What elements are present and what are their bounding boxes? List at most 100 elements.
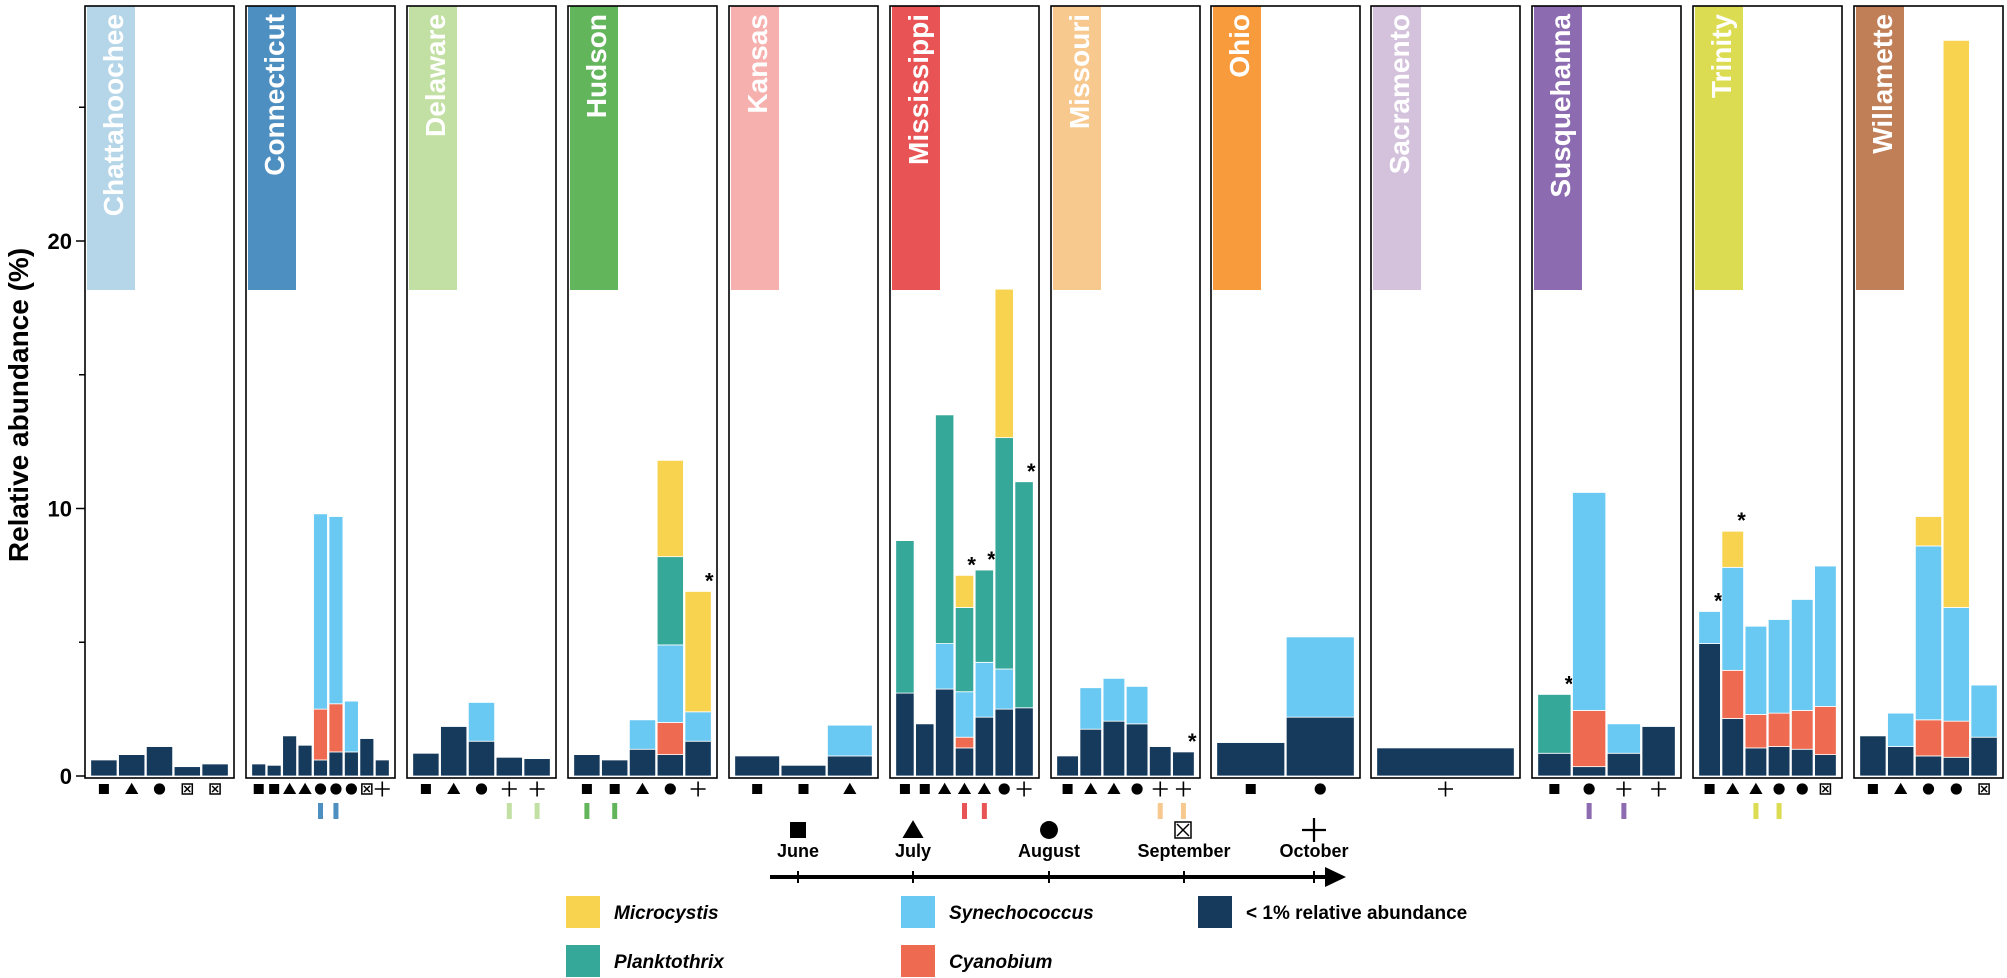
stacked-bar [1970, 684, 1998, 795]
plus-marker [1175, 781, 1191, 797]
legend-swatch [901, 896, 935, 928]
stacked-bar: * [974, 547, 996, 794]
triangle-marker [938, 782, 952, 794]
synechococcus-segment [1942, 607, 1970, 722]
stacked-bar [1376, 747, 1515, 797]
boxx-marker [1819, 783, 1832, 795]
stacked-bar: * [1721, 508, 1746, 794]
stacked-bar [313, 513, 328, 795]
planktothrix-segment [656, 556, 684, 646]
synechococcus-segment [684, 711, 712, 742]
stacked-bar [780, 764, 827, 794]
synechococcus-segment [1572, 492, 1607, 711]
stacked-bar [1056, 755, 1079, 794]
month-october: October [1279, 818, 1349, 883]
paired-sample-marker [1621, 803, 1627, 819]
paired-sample-marker [1586, 803, 1592, 819]
stacked-bar [1744, 625, 1768, 794]
panel-ohio: Ohio [1210, 5, 1361, 795]
low-segment [282, 735, 297, 777]
synechococcus-segment [1079, 687, 1102, 730]
synechococcus-segment [328, 516, 344, 705]
plus-marker [1616, 781, 1632, 797]
river-title-band [1695, 6, 1743, 290]
stacked-bar [344, 700, 359, 795]
panel-frame [1531, 5, 1682, 779]
legend-swatch [566, 945, 600, 977]
square-marker [1062, 784, 1073, 794]
low-segment [1721, 718, 1744, 777]
circle-marker [1773, 783, 1785, 795]
plus-marker [690, 781, 706, 797]
boxx-marker [181, 783, 194, 795]
low-segment [1767, 746, 1791, 777]
river-title: Hudson [581, 14, 612, 118]
y-tick-label: 0 [60, 764, 72, 789]
microcystis-segment [684, 591, 712, 713]
square-marker [98, 784, 109, 794]
legend-swatch [901, 945, 935, 977]
circle-marker [1796, 783, 1808, 795]
stacked-bar [1079, 687, 1102, 794]
stacked-bar [412, 752, 440, 794]
low-segment [1641, 726, 1676, 777]
low-segment [1056, 755, 1079, 777]
panel-missouri: Missouri * [1050, 5, 1201, 819]
y-tick-label: 20 [48, 229, 72, 254]
stacked-bar [1216, 742, 1286, 794]
stacked-bar [328, 516, 344, 795]
stacked-bar [1149, 746, 1172, 797]
panel-chattahoochee: Chattahoochee [84, 5, 235, 795]
panel-hudson: Hudson * [567, 5, 718, 819]
legend-label: Planktothrix [614, 952, 725, 973]
y-tick-label: 10 [48, 497, 72, 522]
stacked-bar [118, 754, 146, 794]
panel-frame [406, 5, 557, 779]
stacked-bar [145, 746, 174, 795]
cyanobium-segment [1721, 669, 1744, 719]
low-segment [1216, 742, 1286, 777]
panel-frame [84, 5, 235, 779]
stacked-bar [895, 540, 915, 794]
low-segment [251, 763, 267, 777]
triangle-marker [1749, 782, 1763, 794]
stacked-bar [297, 744, 313, 794]
square-marker [1549, 784, 1560, 794]
cyanobium-segment [1942, 720, 1970, 758]
low-segment [1859, 735, 1887, 777]
low-segment [1079, 728, 1102, 777]
river-title-band [570, 6, 618, 290]
low-segment [601, 759, 629, 777]
low-segment [1102, 720, 1126, 777]
low-segment [1014, 707, 1034, 777]
low-segment [297, 744, 313, 777]
paired-sample-marker [1776, 803, 1782, 819]
triangle-marker [902, 820, 924, 838]
stacked-bar: * [954, 552, 976, 794]
legend-item-low: < 1% relative abundance [1198, 896, 1467, 928]
triangle-marker [1894, 782, 1908, 794]
low-segment [954, 747, 975, 777]
cyanobium-segment [1767, 712, 1791, 747]
paired-sample-marker [534, 803, 540, 819]
legend-swatch [1198, 896, 1232, 928]
synechococcus-segment [1285, 636, 1355, 718]
triangle-marker [957, 782, 972, 794]
legend: Microcystis Synechococcus < 1% relative ab… [566, 896, 1467, 977]
low-segment [1149, 746, 1172, 777]
river-title-band [87, 6, 135, 290]
month-label: June [777, 841, 819, 861]
circle-marker [998, 783, 1010, 795]
stacked-bar [827, 724, 873, 794]
legend-label: Cyanobium [949, 952, 1053, 973]
stacked-bar [573, 754, 601, 794]
microcystis-segment [1942, 39, 1970, 608]
stacked-bar: * [1014, 459, 1036, 797]
boxx-marker [1978, 783, 1990, 795]
paired-sample-marker [981, 803, 987, 819]
month-july: July [895, 820, 931, 883]
low-segment [573, 754, 601, 777]
low-segment [734, 755, 780, 777]
stacked-bar [1767, 619, 1791, 795]
low-segment [1970, 736, 1998, 777]
